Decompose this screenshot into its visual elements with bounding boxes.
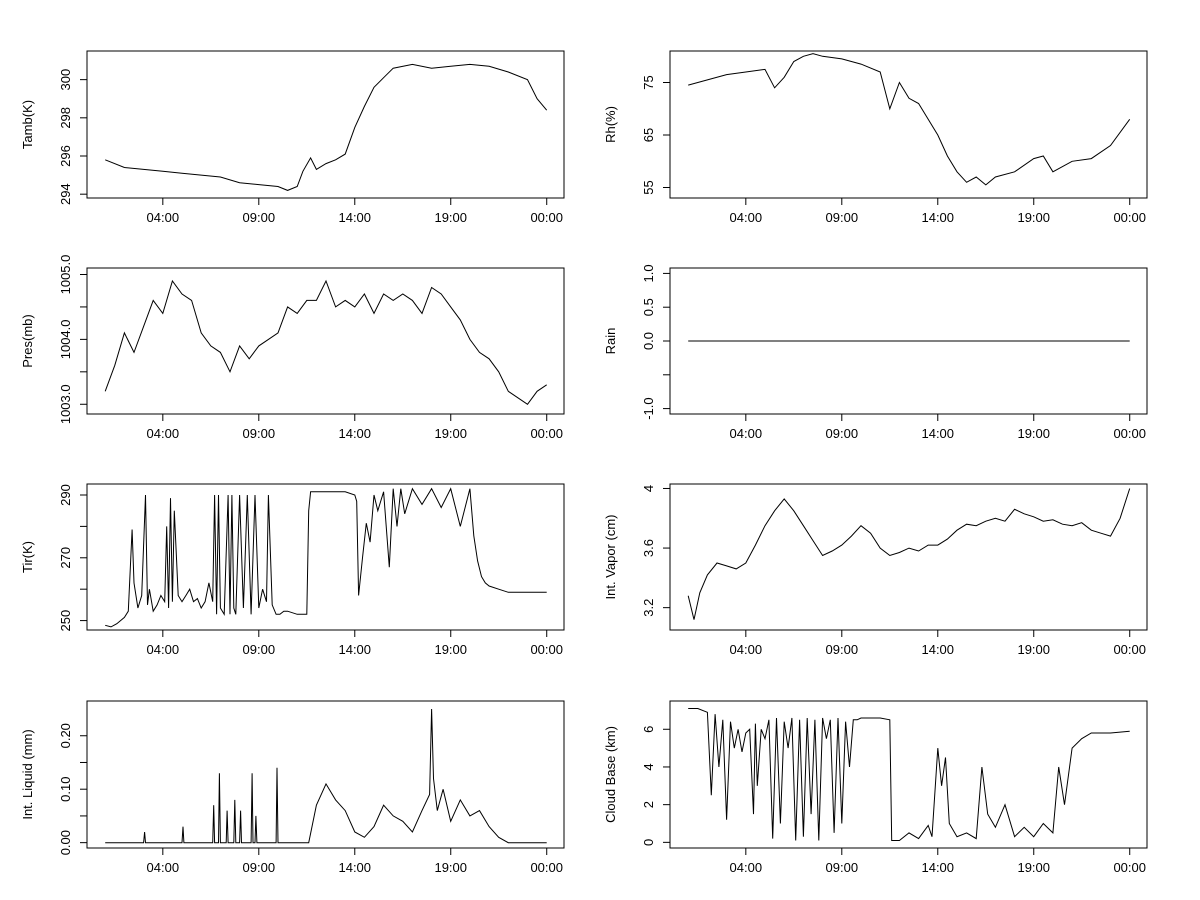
x-tick-label: 09:00	[826, 860, 859, 875]
x-tick-label: 19:00	[1017, 860, 1050, 875]
x-tick-label: 19:00	[434, 860, 467, 875]
series-line	[105, 487, 547, 628]
panel-7: 04:00 09:00 14:00 19:00 00:00 0.00 0.10 0.20 Int…	[20, 700, 565, 875]
x-tick-label: 14:00	[338, 210, 371, 225]
x-tick-label: 19:00	[1017, 642, 1050, 657]
x-tick-label: 00:00	[530, 426, 563, 441]
y-axis-label: Cloud Base (km)	[603, 726, 618, 823]
y-tick-label: 0.20	[58, 723, 73, 748]
x-tick-label: 14:00	[921, 642, 954, 657]
plot-frame	[86, 700, 565, 849]
y-tick-label: 1.0	[641, 264, 656, 282]
plot-frame	[86, 50, 565, 199]
y-tick-label: 294	[58, 183, 73, 205]
x-tick-label: 09:00	[243, 860, 276, 875]
y-tick-label: 300	[58, 69, 73, 91]
x-tick-label: 00:00	[530, 642, 563, 657]
y-axis-label: Rh(%)	[603, 106, 618, 143]
series-line	[688, 708, 1130, 841]
y-tick-label: 298	[58, 107, 73, 129]
x-tick-label: 04:00	[147, 426, 180, 441]
x-tick-label: 14:00	[921, 426, 954, 441]
panel-6: 04:00 09:00 14:00 19:00 00:00 3.2 3.6 4 Int. Vap…	[603, 483, 1148, 657]
x-tick-label: 04:00	[730, 426, 763, 441]
x-tick-label: 00:00	[1113, 426, 1146, 441]
y-tick-label: 0.0	[641, 332, 656, 350]
y-tick-label: 250	[58, 610, 73, 632]
series-line	[105, 708, 547, 844]
plot-frame	[669, 50, 1148, 199]
x-tick-label: 19:00	[1017, 210, 1050, 225]
panel-4: 04:00 09:00 14:00 19:00 00:00 -1.0 0.0 0.5 1.0 Ra…	[603, 264, 1148, 441]
plot-frame	[669, 483, 1148, 631]
y-tick-label: 75	[641, 75, 656, 89]
series-line	[105, 63, 548, 191]
x-tick-label: 04:00	[730, 860, 763, 875]
y-tick-label: 290	[58, 484, 73, 506]
x-tick-label: 19:00	[434, 210, 467, 225]
y-tick-label: 4	[641, 763, 656, 770]
x-tick-label: 14:00	[921, 210, 954, 225]
x-tick-label: 00:00	[1113, 210, 1146, 225]
x-tick-label: 04:00	[147, 210, 180, 225]
y-tick-label: 65	[641, 128, 656, 142]
y-axis-label: Tir(K)	[20, 541, 35, 573]
y-tick-label: 296	[58, 145, 73, 167]
x-tick-label: 19:00	[434, 426, 467, 441]
x-tick-label: 09:00	[243, 210, 276, 225]
y-axis-label: Pres(mb)	[20, 314, 35, 367]
series-line	[688, 53, 1131, 186]
y-tick-label: 3.2	[641, 599, 656, 617]
x-tick-label: 04:00	[730, 210, 763, 225]
y-tick-label: 4	[641, 485, 656, 492]
x-tick-label: 00:00	[530, 860, 563, 875]
y-tick-label: 2	[641, 801, 656, 808]
x-tick-label: 19:00	[1017, 426, 1050, 441]
x-tick-label: 04:00	[147, 860, 180, 875]
y-axis-label: Rain	[603, 328, 618, 355]
x-tick-label: 14:00	[338, 426, 371, 441]
y-tick-label: 0	[641, 839, 656, 846]
y-tick-label: 270	[58, 547, 73, 569]
x-tick-label: 19:00	[434, 642, 467, 657]
x-tick-label: 00:00	[1113, 860, 1146, 875]
y-tick-label: -1.0	[641, 397, 656, 419]
panel-5: 04:00 09:00 14:00 19:00 00:00 250 270 290 Tir(K)	[20, 483, 565, 657]
x-tick-label: 09:00	[243, 642, 276, 657]
x-tick-label: 09:00	[826, 210, 859, 225]
y-tick-label: 1003.0	[58, 384, 73, 424]
series-line	[687, 488, 1131, 620]
y-axis-label: Int. Liquid (mm)	[20, 729, 35, 819]
y-tick-label: 0.10	[58, 777, 73, 802]
x-tick-label: 09:00	[826, 426, 859, 441]
y-tick-label: 1005.0	[58, 255, 73, 295]
y-tick-label: 55	[641, 180, 656, 194]
y-tick-label: 3.6	[641, 539, 656, 557]
panel-2: 04:00 09:00 14:00 19:00 00:00 55 65 75 Rh(%)	[603, 50, 1148, 225]
x-tick-label: 14:00	[338, 860, 371, 875]
x-tick-label: 09:00	[243, 426, 276, 441]
plot-frame	[86, 483, 565, 631]
x-tick-label: 14:00	[338, 642, 371, 657]
x-tick-label: 00:00	[1113, 642, 1146, 657]
y-axis-label: Int. Vapor (cm)	[603, 514, 618, 599]
y-tick-label: 1004.0	[58, 319, 73, 359]
x-tick-label: 14:00	[921, 860, 954, 875]
panel-8: 04:00 09:00 14:00 19:00 00:00 0 2 4 6 Cloud Base …	[603, 700, 1148, 875]
series-line	[104, 279, 547, 405]
x-tick-label: 04:00	[147, 642, 180, 657]
panel-1: 04:00 09:00 14:00 19:00 00:00 294 296 298 300 Tam…	[20, 50, 565, 225]
y-tick-label: 0.00	[58, 830, 73, 855]
y-axis-label: Tamb(K)	[20, 100, 35, 149]
x-tick-label: 09:00	[826, 642, 859, 657]
y-tick-label: 6	[641, 726, 656, 733]
plot-frame	[86, 267, 565, 415]
plot-frame	[669, 700, 1148, 849]
panel-3: 04:00 09:00 14:00 19:00 00:00 1003.0 1004.0 100…	[20, 255, 565, 441]
x-tick-label: 04:00	[730, 642, 763, 657]
x-tick-label: 00:00	[530, 210, 563, 225]
y-tick-label: 0.5	[641, 298, 656, 316]
